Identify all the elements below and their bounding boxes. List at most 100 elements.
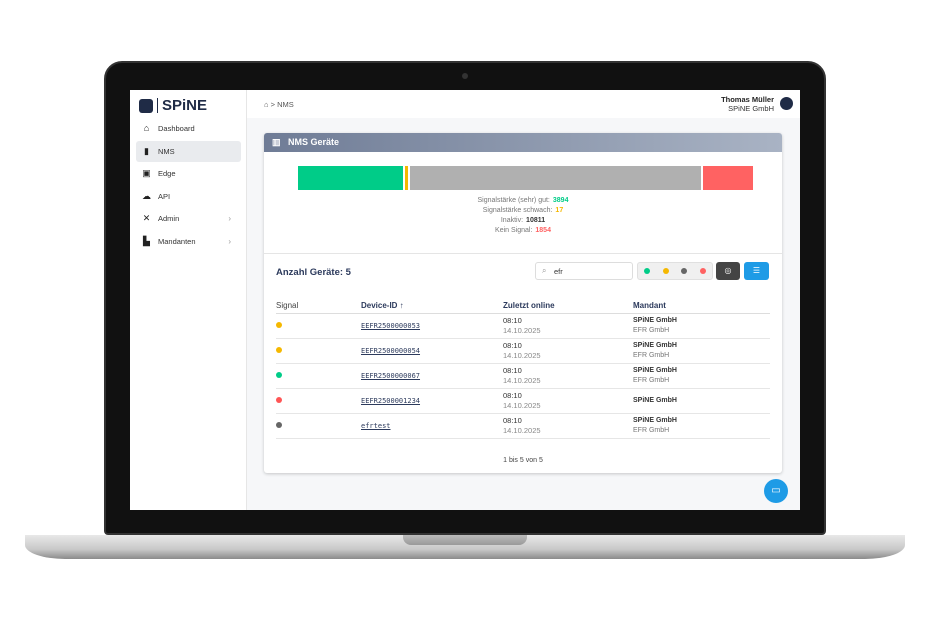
last-online-time: 08:10 <box>503 390 522 400</box>
chip-icon: ▣ <box>142 168 151 178</box>
cube-logo-icon <box>139 98 153 113</box>
sidebar-item-label: NMS <box>158 146 175 156</box>
legend-entry: Signalstärke schwach: 17 <box>482 207 564 214</box>
device-id-link[interactable]: EEFR2500000067 <box>361 371 421 380</box>
sidebar: SPiNE ⌂ Dashboard ▮ NMS ▣ Edge ☁ API ✕ Admin › ▙ Man… <box>130 90 247 510</box>
tools-icon: ✕ <box>142 213 151 223</box>
filter-dot-button[interactable] <box>699 268 706 274</box>
card-title: NMS Geräte <box>288 137 340 147</box>
signal-bars-icon: ▮ <box>144 145 149 156</box>
sidebar-item-admin[interactable]: ✕ Admin › <box>136 208 241 229</box>
last-online-date: 14.10.2025 <box>503 425 541 435</box>
webcam <box>462 73 468 79</box>
sidebar-item-dashboard[interactable]: ⌂ Dashboard <box>136 118 241 139</box>
sidebar-item-label: Mandanten <box>158 236 196 246</box>
last-online-date: 14.10.2025 <box>503 400 541 410</box>
chat-icon: ▭ <box>771 485 781 496</box>
signal-chart-icon: ▥ <box>272 137 281 147</box>
last-online-date: 14.10.2025 <box>503 325 541 335</box>
map-pin-icon: ◎ <box>724 266 732 275</box>
sidebar-item-mandanten[interactable]: ▙ Mandanten › <box>136 231 241 252</box>
signal-status-dot <box>276 371 282 378</box>
sidebar-item-api[interactable]: ☁ API <box>136 186 241 207</box>
device-id-link[interactable]: EEFR2500000054 <box>361 346 421 355</box>
sidebar-item-nms[interactable]: ▮ NMS <box>136 140 241 162</box>
bar-segment <box>298 166 403 190</box>
signal-legend: Signalstärke (sehr) gut: 3894 Signalstärke… <box>264 196 782 236</box>
map-view-button[interactable]: ◎ <box>716 262 740 280</box>
nms-devices-card: ▥ NMS Geräte Signalstärke (sehr) gut: 3894… <box>264 133 782 473</box>
tenant-primary: SPiNE GmbH <box>633 341 677 349</box>
chevron-right-icon: › <box>228 236 231 246</box>
column-header[interactable]: Signal <box>276 299 361 314</box>
user-company: SPiNE GmbH <box>728 104 774 113</box>
tenant-secondary: EFR GmbH <box>633 376 670 384</box>
cloud-icon: ☁ <box>142 190 151 201</box>
app-screen: SPiNE ⌂ Dashboard ▮ NMS ▣ Edge ☁ API ✕ Admin › ▙ Man… <box>130 90 800 510</box>
legend-entry: Inaktiv: 10811 <box>500 217 546 224</box>
divider <box>264 253 782 254</box>
bar-segment <box>410 166 702 190</box>
buildings-icon: ▙ <box>143 235 150 246</box>
table-row[interactable]: EEFR2500000053 08:10 14.10.2025 SPiNE Gmb… <box>276 313 770 339</box>
signal-status-dot <box>276 321 282 328</box>
user-name: Thomas Müller <box>721 95 774 104</box>
sidebar-item-label: API <box>158 191 171 201</box>
device-id-link[interactable]: EEFR2500000053 <box>361 321 421 330</box>
filter-dot-button[interactable] <box>681 268 688 274</box>
search-icon: ⌕ <box>542 266 547 275</box>
last-online-time: 08:10 <box>503 315 522 325</box>
last-online-date: 14.10.2025 <box>503 350 541 360</box>
signal-filter-group <box>637 262 713 280</box>
user-avatar-icon[interactable] <box>780 97 793 110</box>
device-id-link[interactable]: EEFR2500001234 <box>361 396 421 405</box>
sidebar-item-label: Dashboard <box>158 124 195 133</box>
last-online-time: 08:10 <box>503 365 522 375</box>
last-online-date: 14.10.2025 <box>503 375 541 385</box>
filter-dot-button[interactable] <box>662 268 669 274</box>
table-row[interactable]: EEFR2500001234 08:10 14.10.2025 SPiNE Gmb… <box>276 388 770 414</box>
list-icon: ☰ <box>752 266 761 275</box>
search-input[interactable]: ⌕ efr <box>535 262 633 280</box>
device-id-link[interactable]: efrtest <box>361 421 391 430</box>
tenant-primary: SPiNE GmbH <box>633 366 677 374</box>
tenant-primary: SPiNE GmbH <box>633 416 677 424</box>
tenant-secondary: EFR GmbH <box>633 326 670 334</box>
table-row[interactable]: efrtest 08:10 14.10.2025 SPiNE GmbH EFR Gm… <box>276 413 770 439</box>
legend-entry: Kein Signal: 1854 <box>495 227 551 234</box>
column-header[interactable]: Mandant <box>633 299 770 314</box>
breadcrumb[interactable]: ⌂ > NMS <box>264 100 294 109</box>
tenant-primary: SPiNE GmbH <box>633 316 677 324</box>
user-info[interactable]: Thomas Müller SPiNE GmbH <box>721 95 774 113</box>
column-header[interactable]: Zuletzt online <box>503 299 633 314</box>
table-row[interactable]: EEFR2500000067 08:10 14.10.2025 SPiNE Gmb… <box>276 363 770 389</box>
list-view-button[interactable]: ☰ <box>744 262 769 280</box>
top-bar: ⌂ > NMS Thomas Müller SPiNE GmbH <box>247 90 800 118</box>
tenant-secondary: EFR GmbH <box>633 426 670 434</box>
logo[interactable]: SPiNE <box>139 97 207 114</box>
tenant-secondary: EFR GmbH <box>633 351 670 359</box>
bar-segment <box>404 166 409 190</box>
signal-status-dot <box>276 421 282 428</box>
signal-status-dot <box>276 346 282 353</box>
device-count: Anzahl Geräte: 5 <box>276 267 351 278</box>
bar-segment <box>703 166 753 190</box>
pagination-info: 1 bis 5 von 5 <box>503 457 543 464</box>
sidebar-item-label: Admin <box>158 214 180 223</box>
sidebar-item-edge[interactable]: ▣ Edge <box>136 163 241 184</box>
sidebar-item-label: Edge <box>158 169 176 178</box>
signal-distribution-bar <box>298 166 753 190</box>
column-header[interactable]: Device-ID ↑ <box>361 299 503 314</box>
chevron-right-icon: › <box>228 214 231 223</box>
card-header: ▥ NMS Geräte <box>264 133 782 152</box>
tenant-primary: SPiNE GmbH <box>633 396 677 404</box>
home-icon: ⌂ <box>143 123 150 133</box>
chat-button[interactable]: ▭ <box>764 479 788 503</box>
legend-entry: Signalstärke (sehr) gut: 3894 <box>477 197 569 204</box>
last-online-time: 08:10 <box>503 340 522 350</box>
filter-dot-button[interactable] <box>644 268 651 274</box>
laptop-notch <box>403 535 527 545</box>
table-row[interactable]: EEFR2500000054 08:10 14.10.2025 SPiNE Gmb… <box>276 338 770 364</box>
signal-status-dot <box>276 396 282 403</box>
last-online-time: 08:10 <box>503 415 522 425</box>
